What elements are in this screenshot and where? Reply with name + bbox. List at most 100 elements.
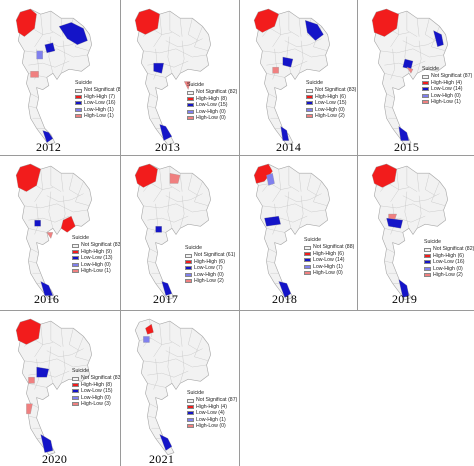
legend-count: (1) [107,113,114,120]
legend-count: (2) [456,272,463,279]
province-border [266,105,275,109]
legend-swatch [185,279,192,284]
province-cluster-ll [305,20,324,41]
legend-count: (4) [218,410,225,417]
legend-count: (6) [218,258,225,265]
legend-label: High-Low [433,272,455,279]
legend-swatch [72,256,79,261]
legend-count: (1) [107,106,114,113]
province-cluster-ll [159,434,173,451]
province-border [268,248,277,253]
province-cluster-hh [145,323,154,335]
province-border [60,328,64,347]
province-border [266,228,285,233]
legend-count: (15) [337,100,347,107]
legend-item-lh: Low-High (0) [185,272,235,278]
legend-count: (15) [218,102,228,109]
province-cluster-ll [398,126,410,141]
province-border [288,11,300,37]
province-border [262,203,326,213]
legend-count: (0) [454,92,461,99]
province-border [149,403,158,408]
legend-item-hl: High-Low (0) [187,423,237,429]
legend-swatch [424,273,431,278]
province-border [147,73,166,78]
legend-count: (14) [335,257,345,264]
province-border [416,18,420,37]
legend-item-hl: High-Low (2) [306,113,356,119]
province-cluster-ll [153,62,164,74]
legend-label: Low-High [196,416,218,423]
thailand-map [371,163,448,301]
thailand-map [253,163,330,301]
legend-swatch [75,114,82,119]
legend-item-lh: Low-High (1) [304,264,354,270]
legend-swatch [422,74,429,79]
legend-item-hl: High-Low (3) [72,401,120,407]
legend-label: High-High [313,250,337,257]
legend-count: (8) [220,95,227,102]
province-cluster-hl [169,173,181,184]
province-border [48,191,54,229]
province-border [386,93,395,98]
province-border [406,166,418,192]
province-cluster-hh [135,8,160,35]
legend-count: (81) [116,87,120,94]
legend-label: Not Significat [433,246,464,253]
legend-item-hl: High-Low (1) [75,113,120,119]
legend-count: (0) [219,423,226,430]
legend-item-lh: Low-High (0) [72,262,120,268]
province-cluster-ll [386,217,403,229]
legend-count: (0) [104,394,111,401]
legend-swatch [75,88,82,93]
province-border [384,260,393,264]
legend-title: Suicide [304,237,322,243]
legend-label: Low-High [196,108,218,115]
legend-title: Suicide [306,80,324,86]
legend-swatch [75,101,82,106]
legend-label: High-Low [315,113,337,120]
legend-label: High-High [81,381,105,388]
legend-swatch [187,97,194,102]
legend-item-ns: Not Significat(83) [306,87,356,93]
legend-count: (15) [103,388,113,395]
province-border [28,105,37,109]
province-cluster-ll [282,56,294,68]
province-border [416,195,422,229]
legend-item-hh: High-High (6) [185,259,235,265]
province-border [30,93,39,98]
province-cluster-hh [372,8,399,37]
legend-item-ns: Not Significat (87) [187,397,237,403]
province-border [188,173,199,196]
legend-item-hl: High-Low (0) [187,115,237,121]
province-border [380,203,444,213]
province-border [60,40,66,74]
province-border [60,173,64,192]
province-border [46,348,84,358]
legend-item-ll: Low-Low (16) [75,100,120,106]
legend-count: (82) [465,246,474,253]
province-border [298,18,302,37]
legend-item-lh: Low-High (0) [424,266,474,272]
legend-count: (14) [453,86,463,93]
country-outline [15,8,92,146]
province-cluster-hh [16,163,41,192]
province-border [169,166,181,192]
legend-item-ll: Low-Low (4) [187,410,237,416]
legend-label: High-Low [431,99,453,106]
legend-title: Suicide [187,390,205,396]
legend-item-hl: High-Low (1) [422,99,472,105]
legend-swatch [75,107,82,112]
province-cluster-ll [161,281,173,296]
legend-count: (1) [104,268,111,275]
province-border [24,48,88,58]
legend-count: (83) [347,87,357,94]
legend-label: High-Low [196,115,218,122]
legend-item-ns: Not Significat(83) [72,242,120,248]
legend-item-hl: High-Low (1) [72,268,120,274]
province-border [416,173,420,192]
province-border [147,260,156,264]
